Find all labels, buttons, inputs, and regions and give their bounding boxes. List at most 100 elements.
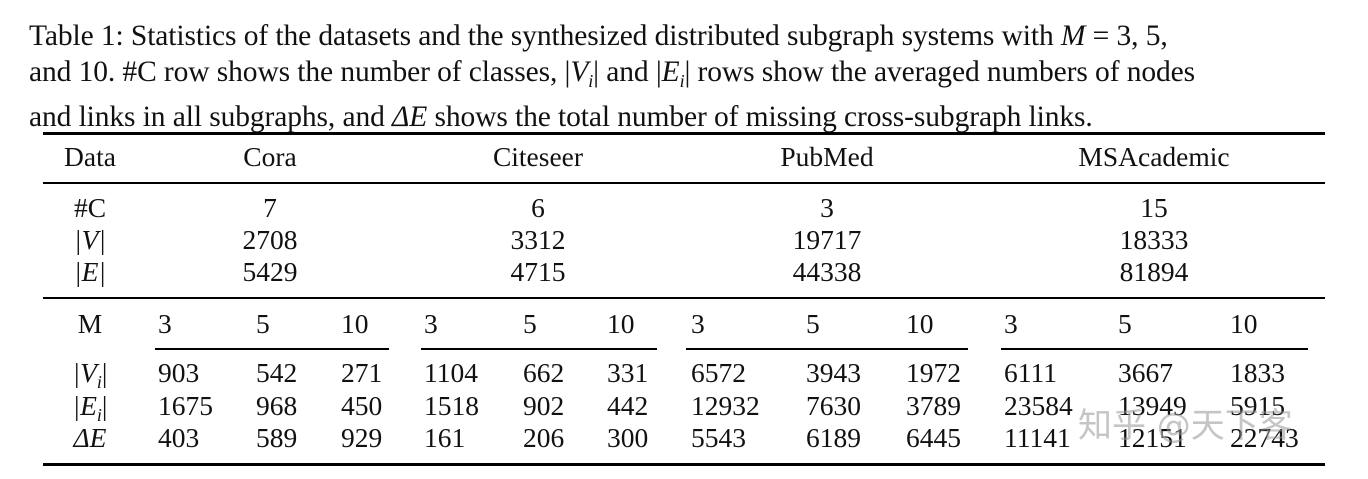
table-cell: 6111 — [1004, 357, 1057, 388]
table-cell: 662 — [523, 357, 565, 388]
table-cell: 450 — [341, 390, 383, 421]
m-value: 10 — [906, 308, 934, 339]
table-cell: 19717 — [792, 224, 862, 255]
header-data: Data — [64, 141, 116, 172]
table-cell: 6189 — [806, 422, 861, 453]
table-cell: 968 — [256, 390, 298, 421]
caption-text: = 3, 5, — [1085, 20, 1168, 52]
m-value: 10 — [1230, 308, 1258, 339]
m-value: 10 — [341, 308, 369, 339]
m-value: 5 — [256, 308, 270, 339]
table-cell: 3312 — [510, 224, 566, 255]
table-cell: 12932 — [691, 390, 760, 421]
table-cell: 300 — [607, 422, 649, 453]
table-cell: 4715 — [510, 256, 566, 287]
table-cell: 161 — [424, 422, 466, 453]
table-cell: 6 — [531, 192, 545, 223]
table-cell: 3789 — [906, 390, 961, 421]
label-end: | — [101, 357, 108, 388]
table-cell: 542 — [256, 357, 298, 388]
math-e: E — [661, 56, 680, 88]
caption-text: shows the total number of missing cross-… — [427, 101, 1093, 133]
bottom-rule — [43, 463, 1325, 466]
caption-text: | and | — [593, 56, 662, 88]
table-cell: 903 — [158, 357, 200, 388]
table-cell: 206 — [523, 422, 565, 453]
table-cell: 1675 — [158, 390, 213, 421]
cmid-rule-cora — [155, 348, 389, 350]
table-cell: 22743 — [1230, 422, 1299, 453]
m-value: 5 — [523, 308, 537, 339]
table-cell: 3 — [820, 192, 834, 223]
label-text: |V — [72, 357, 97, 388]
cmid-rule-citeseer — [421, 348, 657, 350]
label-sub: i — [96, 405, 102, 425]
m-label: M — [77, 308, 103, 339]
table-cell: 3943 — [806, 357, 861, 388]
header-cora: Cora — [243, 141, 297, 172]
math-sub: i — [679, 71, 685, 91]
table-cell: 2708 — [242, 224, 298, 255]
table-cell: 3667 — [1118, 357, 1173, 388]
table-caption: Table 1: Statistics of the datasets and … — [29, 18, 1349, 135]
m-value: 3 — [1004, 308, 1018, 339]
math-sub: i — [588, 71, 594, 91]
table-cell: 15 — [1140, 192, 1168, 223]
table-cell: 7 — [263, 192, 277, 223]
top-rule — [43, 132, 1325, 135]
table-cell: 589 — [256, 422, 298, 453]
cmid-rule-msacademic — [1001, 348, 1308, 350]
table-cell: 44338 — [792, 256, 862, 287]
table-cell: 7630 — [806, 390, 861, 421]
table-cell: 929 — [341, 422, 383, 453]
table-cell: 331 — [607, 357, 649, 388]
table-cell: 271 — [341, 357, 383, 388]
math-m: M — [1060, 20, 1086, 52]
table-cell: 18333 — [1119, 224, 1189, 255]
table-cell: 5543 — [691, 422, 746, 453]
caption-text: and links in all subgraphs, and — [29, 101, 393, 133]
table-cell: 1518 — [424, 390, 479, 421]
table-cell: 1833 — [1230, 357, 1285, 388]
table-cell: 1972 — [906, 357, 961, 388]
header-citeseer: Citeseer — [492, 141, 584, 172]
header-msacademic: MSAcademic — [1078, 141, 1230, 172]
caption-line-3: and links in all subgraphs, and ΔE shows… — [29, 99, 1349, 135]
table-cell: 13949 — [1118, 390, 1187, 421]
row-label: ΔE — [73, 422, 107, 453]
table-cell: 5429 — [242, 256, 298, 287]
caption-text: and 10. #C row shows the number of class… — [29, 56, 571, 88]
table-cell: 442 — [607, 390, 649, 421]
header-rule — [43, 182, 1325, 184]
table-cell: 11141 — [1004, 422, 1071, 453]
row-label: |Ei| — [50, 390, 130, 431]
m-value: 5 — [1118, 308, 1132, 339]
row-label: |V| — [74, 224, 106, 255]
mid-rule — [43, 297, 1325, 299]
math-delta-e: ΔE — [392, 101, 428, 133]
table-cell: 403 — [158, 422, 200, 453]
m-value: 5 — [806, 308, 820, 339]
table-cell: 1104 — [424, 357, 478, 388]
caption-line-2: and 10. #C row shows the number of class… — [29, 54, 1349, 99]
m-value: 3 — [158, 308, 172, 339]
table-cell: 6572 — [691, 357, 746, 388]
table-cell: 5915 — [1230, 390, 1285, 421]
table-cell: 12151 — [1118, 422, 1187, 453]
table-cell: 902 — [523, 390, 565, 421]
m-value: 10 — [607, 308, 635, 339]
table-cell: 23584 — [1004, 390, 1073, 421]
row-label: |Vi| — [50, 357, 130, 398]
label-text: |E — [72, 390, 97, 421]
label-end: | — [101, 390, 108, 421]
label-sub: i — [96, 372, 102, 392]
caption-text: | rows show the averaged numbers of node… — [684, 56, 1196, 88]
watermark: 知乎 @天下客 — [1078, 406, 1293, 446]
math-v: V — [570, 56, 589, 88]
cmid-rule-pubmed — [686, 348, 968, 350]
header-pubmed: PubMed — [780, 141, 874, 172]
table-cell: 81894 — [1119, 256, 1189, 287]
caption-line-1: Table 1: Statistics of the datasets and … — [29, 18, 1349, 54]
row-label: |E| — [74, 256, 106, 287]
caption-text: Table 1: Statistics of the datasets and … — [29, 20, 1061, 52]
